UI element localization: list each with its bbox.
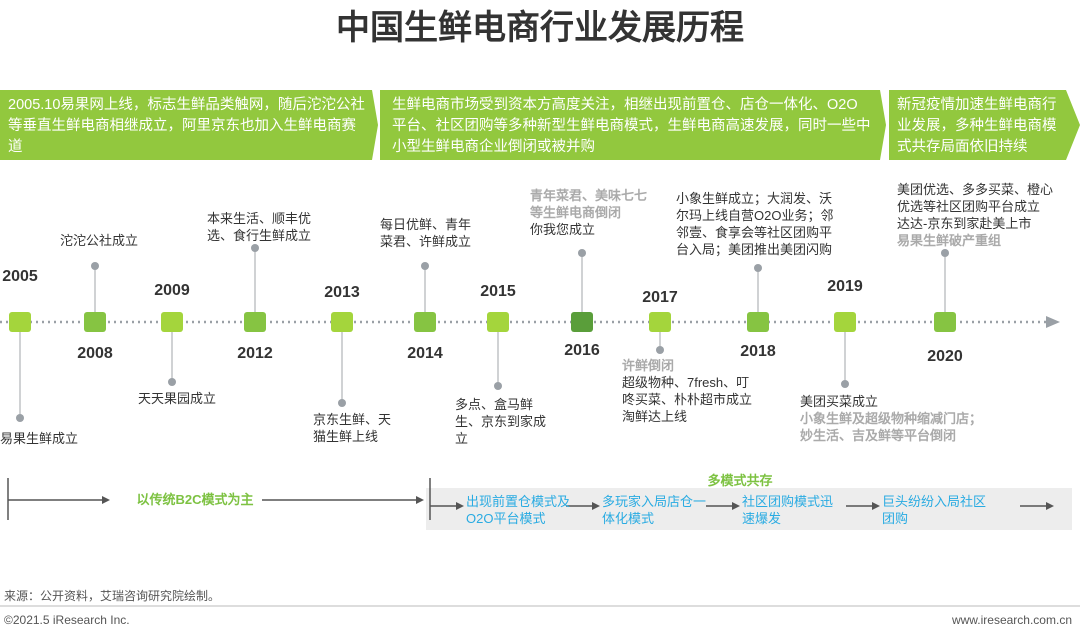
source: 来源：公开资料，艾瑞咨询研究院绘制。: [4, 589, 221, 603]
event-group: 天天果园成立: [138, 390, 228, 407]
arrow-head: [416, 496, 424, 504]
year-label: 2020: [927, 348, 963, 365]
year-node: [934, 312, 956, 332]
year-node: [84, 312, 106, 332]
stage-step: 巨头纷纷入局社区团购: [882, 494, 987, 526]
year-node: [414, 312, 436, 332]
event-text: 小象生鲜成立；大润发、沃尔玛上线自营O2O业务；邻邻壹、食享会等社区团购平台入局…: [676, 191, 834, 257]
event-group: 京东生鲜、天猫生鲜上线: [313, 411, 398, 445]
website: www.iresearch.com.cn: [951, 613, 1072, 627]
event-text: 超级物种、7fresh、叮咚买菜、朴朴超市成立: [622, 375, 753, 407]
event-text: 本来生活、顺丰优选、食行生鲜成立: [207, 211, 312, 243]
year-label: 2014: [407, 345, 443, 362]
event-dot: [338, 399, 346, 407]
event-dot: [754, 264, 762, 272]
event-text: 每日优鲜、青年菜君、许鲜成立: [380, 217, 472, 249]
year-node: [487, 312, 509, 332]
event-dot: [941, 249, 949, 257]
event-group: 青年菜君、美味七七等生鲜电商倒闭你我您成立: [530, 187, 655, 238]
stage-step: 社区团购模式迅速爆发: [742, 494, 834, 526]
event-group: 许鲜倒闭超级物种、7fresh、叮咚买菜、朴朴超市成立淘鲜达上线: [622, 357, 752, 425]
year-label: 2018: [740, 343, 776, 360]
phase-banner: [889, 90, 1080, 160]
year-label: 2016: [564, 342, 600, 359]
year-label: 2019: [827, 278, 863, 295]
stage-arrow-heads: [456, 502, 1054, 510]
year-label: 2013: [324, 284, 360, 301]
event-text: 许鲜倒闭: [622, 358, 675, 373]
event-group: 易果生鲜成立: [0, 430, 90, 447]
event-dot: [578, 249, 586, 257]
event-text: 达达-京东到家赴美上市: [897, 216, 1032, 231]
year-label: 2009: [154, 282, 190, 299]
event-group: 美团优选、多多买菜、橙心优选等社区团购平台成立达达-京东到家赴美上市 易果生鲜破产…: [897, 181, 1057, 249]
timeline-arrow: [1046, 316, 1060, 328]
event-group: 多点、盒马鲜生、京东到家成立: [455, 396, 550, 447]
event-text: 沱沱公社成立: [60, 233, 139, 248]
arrow-head: [102, 496, 110, 504]
event-dot: [656, 346, 664, 354]
event-group: 小象生鲜成立；大润发、沃尔玛上线自营O2O业务；邻邻壹、食享会等社区团购平台入局…: [676, 190, 836, 258]
year-node: [244, 312, 266, 332]
event-dot: [421, 262, 429, 270]
event-group: 美团买菜成立小象生鲜及超级物种缩减门店；妙生活、吉及鲜等平台倒闭: [800, 393, 990, 444]
stage-step: 多玩家入局店仓一体化模式: [602, 494, 707, 526]
year-node: [331, 312, 353, 332]
event-dot: [841, 380, 849, 388]
event-text: 美团优选、多多买菜、橙心优选等社区团购平台成立: [897, 182, 1054, 214]
event-text: 小象生鲜及超级物种缩减门店；妙生活、吉及鲜等平台倒闭: [800, 411, 983, 443]
year-node: [9, 312, 31, 332]
stage-label: 以传统B2C模式为主: [136, 492, 254, 507]
phase-text: 新冠疫情加速生鲜电商行业发展，多种生鲜电商模式共存局面依旧持续: [897, 97, 1057, 155]
phase-text: 生鲜电商市场受到资本方高度关注，相继出现前置仓、店仓一体化、O2O平台、社区团购…: [392, 97, 871, 155]
event-group: 沱沱公社成立: [60, 232, 150, 249]
event-text: 京东生鲜、天猫生鲜上线: [313, 412, 392, 444]
year-label: 2008: [77, 345, 113, 362]
year-label: 2017: [642, 289, 678, 306]
year-node: [571, 312, 593, 332]
event-text: 多点、盒马鲜生、京东到家成立: [455, 397, 547, 446]
event-text: 易果生鲜成立: [0, 431, 79, 446]
event-text: 青年菜君、美味七七等生鲜电商倒闭: [530, 188, 648, 220]
title: 中国生鲜电商行业发展历程: [336, 9, 744, 47]
phase-banner: [380, 90, 886, 160]
event-group: 本来生活、顺丰优选、食行生鲜成立: [207, 210, 322, 244]
phase-banner: [0, 90, 378, 160]
year-node: [747, 312, 769, 332]
event-group: 每日优鲜、青年菜君、许鲜成立: [380, 216, 480, 250]
event-text: 你我您成立: [530, 222, 596, 237]
year-node: [649, 312, 671, 332]
event-dot: [16, 414, 24, 422]
stage-label: 多模式共存: [707, 473, 773, 488]
phase-text: 2005.10易果网上线，标志生鲜品类触网，随后沱沱公社等垂直生鲜电商相继成立，…: [8, 97, 365, 155]
event-dot: [251, 244, 259, 252]
event-dot: [168, 378, 176, 386]
year-label: 2012: [237, 345, 273, 362]
year-label: 2005: [2, 268, 38, 285]
event-text: 易果生鲜破产重组: [897, 233, 1002, 248]
event-text: 淘鲜达上线: [622, 409, 688, 424]
event-dot: [494, 382, 502, 390]
stage-step: 出现前置仓模式及O2O平台模式: [466, 494, 571, 526]
event-text: 美团买菜成立: [800, 394, 879, 409]
event-text: 天天果园成立: [138, 391, 217, 406]
event-dot: [91, 262, 99, 270]
copyright: ©2021.5 iResearch Inc.: [4, 613, 130, 627]
multi-mode-box: [426, 488, 1072, 530]
year-label: 2015: [480, 283, 516, 300]
year-node: [161, 312, 183, 332]
year-node: [834, 312, 856, 332]
